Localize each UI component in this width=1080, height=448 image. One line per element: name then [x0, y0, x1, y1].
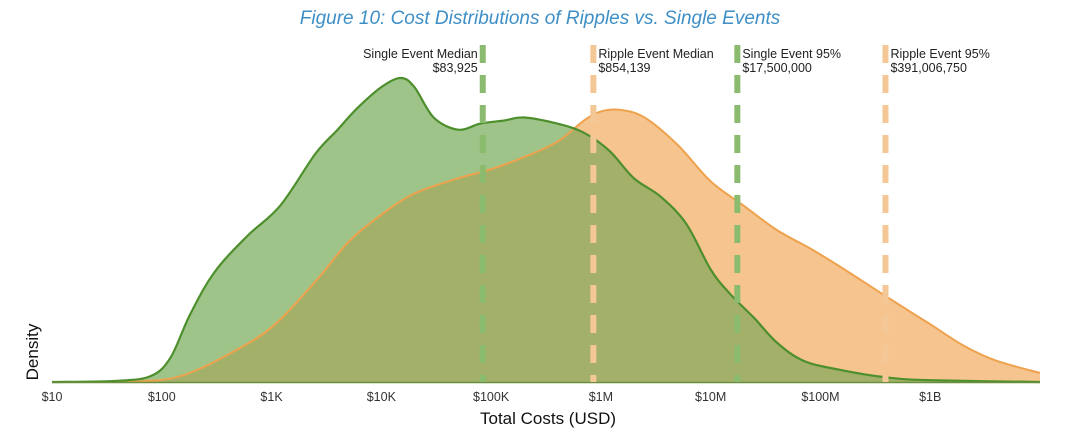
x-tick-label: $10M: [695, 390, 726, 404]
x-tick-label: $1B: [919, 390, 941, 404]
y-axis-label: Density: [23, 323, 42, 380]
single-event-density-line: [51, 76, 1041, 384]
x-tick-label: $100K: [473, 390, 510, 404]
reference-lines: Single Event Median$83,925 Ripple Event M…: [363, 45, 990, 382]
x-tick-label: $1M: [589, 390, 613, 404]
x-axis-label: Total Costs (USD): [480, 409, 616, 428]
ripple-event-density-line: [51, 108, 1041, 384]
x-tick-label: $10K: [367, 390, 397, 404]
single-95-label: Single Event 95%: [742, 47, 841, 61]
single-95-value: $17,500,000: [742, 61, 812, 75]
x-tick-label: $1K: [260, 390, 283, 404]
x-tick-label: $10: [42, 390, 63, 404]
single-median-value: $83,925: [433, 61, 478, 75]
ripple-95-label: Ripple Event 95%: [890, 47, 989, 61]
single-median-label: Single Event Median: [363, 47, 478, 61]
x-axis-ticks: $10 $100 $1K $10K $100K $1M $10M $100M $1B: [42, 390, 942, 404]
ripple-median-label: Ripple Event Median: [598, 47, 713, 61]
chart-title: Figure 10: Cost Distributions of Ripples…: [300, 8, 781, 29]
ripple-median-value: $854,139: [598, 61, 650, 75]
ripple-95-value: $391,006,750: [890, 61, 967, 75]
x-tick-label: $100M: [801, 390, 839, 404]
x-tick-label: $100: [148, 390, 176, 404]
density-areas: [51, 76, 1041, 384]
